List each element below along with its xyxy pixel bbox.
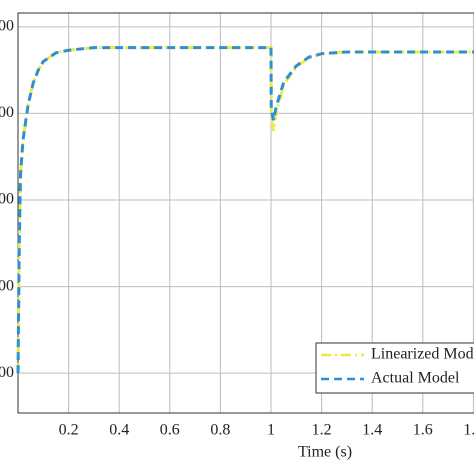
y-tick-label: 400 — [0, 104, 14, 121]
x-tick-label: 0.8 — [210, 422, 230, 439]
legend-label: Linearized Model — [371, 346, 474, 363]
y-tick-label: 500 — [0, 18, 14, 35]
y-tick-label: 100 — [0, 364, 14, 381]
y-tick-label: 300 — [0, 191, 14, 208]
x-tick-label: 0.6 — [160, 422, 180, 439]
x-tick-label: 1.4 — [362, 422, 382, 439]
x-tick-label: 1 — [267, 422, 275, 439]
legend-label: Actual Model — [371, 370, 460, 387]
x-tick-label: 1.2 — [312, 422, 332, 439]
x-tick-label: 0.4 — [109, 422, 129, 439]
legend-box — [315, 342, 474, 394]
x-tick-label: 0.2 — [59, 422, 79, 439]
plot-frame — [17, 12, 474, 414]
x-axis-label: Time (s) — [298, 444, 352, 461]
y-tick-label: 200 — [0, 277, 14, 294]
x-tick-label: 1.6 — [413, 422, 433, 439]
series-line — [16, 46, 474, 374]
x-tick-label: 1.8 — [463, 422, 474, 439]
